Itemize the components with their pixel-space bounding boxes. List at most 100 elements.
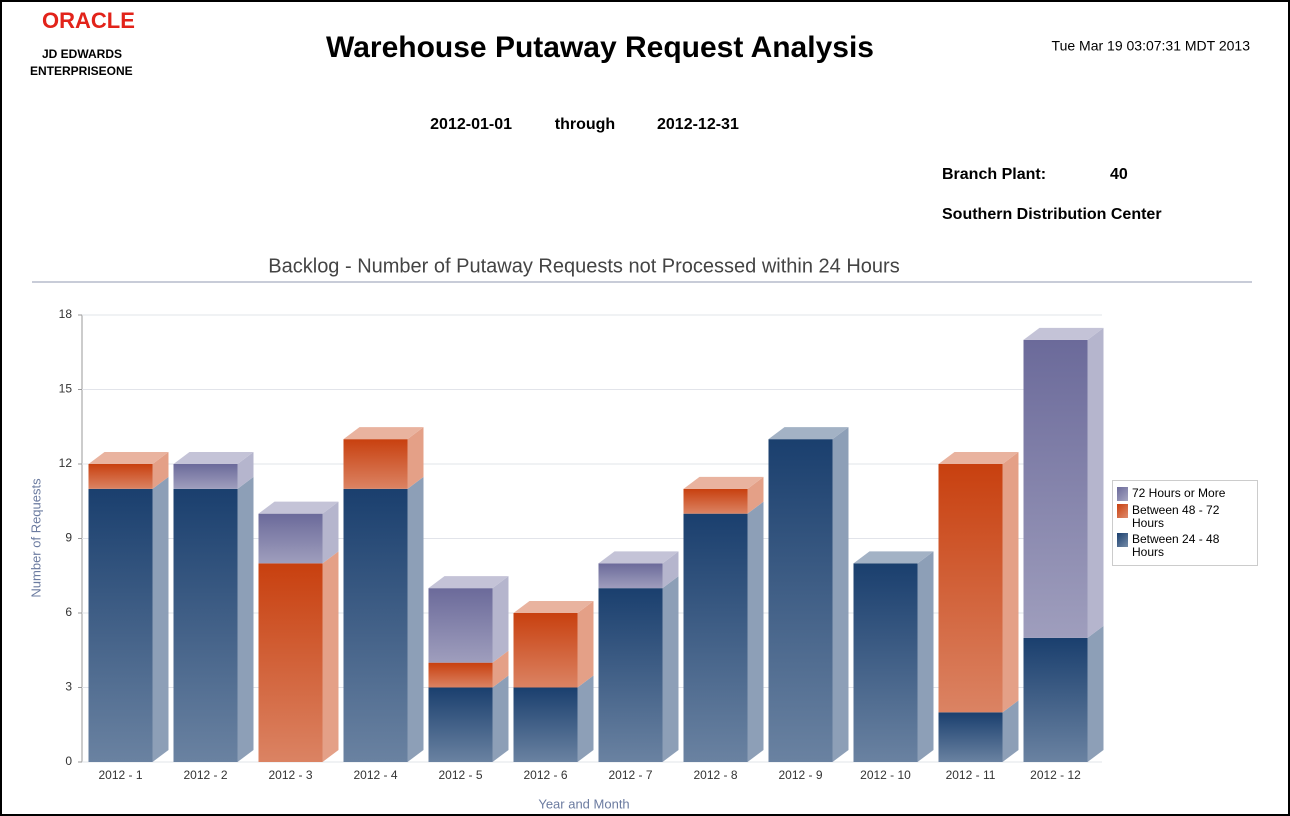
bar-side (492, 576, 509, 663)
x-tick-label: 2012 - 12 (1030, 768, 1081, 782)
chart-title: Backlog - Number of Putaway Requests not… (268, 255, 899, 277)
y-tick-label: 9 (65, 531, 72, 545)
y-tick-label: 0 (65, 754, 72, 768)
y-tick-label: 15 (59, 382, 73, 396)
bar-segment (513, 613, 578, 688)
branch-value: 40 (1110, 166, 1128, 183)
bar-side (662, 576, 679, 762)
legend-item: 72 Hours or More (1117, 487, 1253, 501)
bar-segment (683, 488, 748, 514)
legend-item: Between 48 - 72 Hours (1117, 504, 1253, 530)
timestamp: Tue Mar 19 03:07:31 MDT 2013 (1052, 38, 1251, 54)
bar-top (768, 427, 849, 440)
bar-segment (88, 488, 153, 762)
bar-segment (88, 464, 153, 489)
bar-segment (428, 588, 493, 663)
legend-swatch (1117, 533, 1128, 547)
bar-segment (938, 464, 1003, 713)
legend-swatch (1117, 487, 1128, 501)
bar-segment (428, 662, 493, 688)
x-tick-label: 2012 - 10 (860, 768, 911, 782)
bar-side (832, 427, 849, 762)
bar-top (683, 476, 764, 489)
bar-side (747, 501, 764, 762)
bar-side (237, 452, 254, 489)
bar-segment (1023, 637, 1088, 762)
x-tick-label: 2012 - 11 (946, 768, 996, 782)
legend: 72 Hours or More Between 48 - 72 Hours Bet… (1112, 480, 1258, 566)
report-title: Warehouse Putaway Request Analysis (326, 31, 874, 64)
bar-top (598, 551, 679, 564)
bar-segment (683, 513, 748, 762)
bar-side (407, 476, 424, 762)
bar-side (1002, 452, 1019, 713)
x-tick-label: 2012 - 8 (693, 768, 737, 782)
legend-item: Between 24 - 48 Hours (1117, 533, 1253, 559)
bar-segment (853, 563, 918, 762)
bar-segment (343, 439, 408, 489)
bar-side (492, 675, 509, 762)
bar-top (938, 452, 1019, 464)
branch-label: Branch Plant: (942, 166, 1046, 183)
date-from: 2012-01-01 (430, 116, 512, 133)
bar-side (577, 601, 594, 688)
x-tick-label: 2012 - 5 (438, 768, 482, 782)
bar-side (152, 476, 169, 762)
through: through (555, 116, 615, 133)
y-tick-label: 12 (59, 456, 73, 470)
legend-label: 72 Hours or More (1132, 486, 1226, 500)
bar-side (322, 501, 339, 564)
legend-label: Between 48 - 72 Hours (1132, 503, 1220, 530)
bar-side (152, 452, 169, 489)
bar-top (88, 452, 169, 464)
bar-side (492, 650, 509, 688)
branch-name: Southern Distribution Center (942, 206, 1162, 223)
x-tick-label: 2012 - 2 (183, 768, 227, 782)
bar-segment (428, 687, 493, 762)
bar-side (322, 551, 339, 762)
x-tick-label: 2012 - 7 (608, 768, 652, 782)
bar-top (258, 501, 339, 514)
x-tick-label: 2012 - 1 (98, 768, 142, 782)
bar-top (853, 551, 934, 564)
logo: ORACLE (42, 8, 135, 33)
bar-segment (258, 513, 323, 564)
x-tick-label: 2012 - 6 (523, 768, 567, 782)
y-axis-label: Number of Requests (28, 478, 43, 598)
x-tick-label: 2012 - 4 (353, 768, 397, 782)
bar-segment (938, 712, 1003, 762)
bar-segment (768, 439, 833, 762)
bar-segment (598, 588, 663, 762)
bar-side (917, 551, 934, 762)
x-axis-label: Year and Month (538, 796, 629, 811)
y-tick-label: 6 (65, 605, 72, 619)
bar-segment (173, 464, 238, 489)
bar-segment (258, 563, 323, 762)
y-tick-label: 3 (65, 680, 72, 694)
logo-line: ENTERPRISEONE (30, 64, 133, 78)
bar-side (1087, 625, 1104, 762)
bar-segment (173, 488, 238, 762)
date-to: 2012-12-31 (657, 116, 739, 133)
bar-top (513, 601, 594, 613)
bar-side (1002, 700, 1019, 762)
x-tick-label: 2012 - 3 (268, 768, 312, 782)
bar-side (747, 476, 764, 514)
bar-side (662, 551, 679, 589)
logo-line: JD EDWARDS (42, 47, 122, 61)
bar-segment (343, 488, 408, 762)
bar-side (1087, 327, 1104, 638)
bar-top (428, 576, 509, 589)
bar-top (173, 452, 254, 464)
bar-top (1023, 327, 1104, 340)
bar-segment (598, 563, 663, 589)
legend-swatch (1117, 504, 1128, 518)
bar-segment (513, 687, 578, 762)
x-tick-label: 2012 - 9 (778, 768, 822, 782)
bar-side (577, 675, 594, 762)
bar-side (237, 476, 254, 762)
y-tick-label: 18 (59, 307, 73, 321)
bar-side (407, 427, 424, 489)
